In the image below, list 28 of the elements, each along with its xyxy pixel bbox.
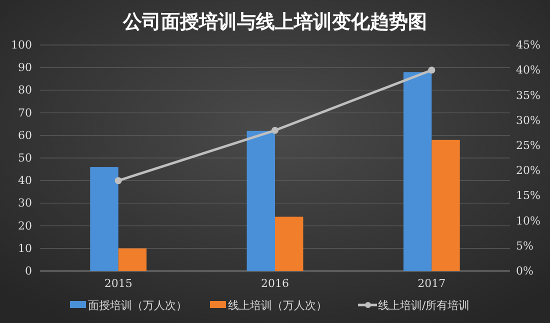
y-tick-label: 50 [18, 152, 32, 165]
chart-title: 公司面授培训与线上培训变化趋势图 [122, 11, 427, 33]
x-tick-label: 2015 [104, 276, 132, 290]
y2-tick-label: 10% [516, 214, 540, 228]
legend-label: 面授培训（万人次） [88, 299, 187, 312]
y-tick-label: 20 [18, 219, 32, 232]
legend-label: 线上培训/所有培训 [378, 299, 470, 312]
y2-tick-label: 15% [516, 189, 540, 202]
x-tick-label: 2017 [418, 276, 446, 290]
y-tick-label: 90 [18, 61, 32, 74]
y-tick-label: 100 [11, 38, 32, 52]
y2-tick-label: 45% [516, 38, 540, 52]
y2-tick-label: 5% [516, 239, 534, 252]
y-tick-label: 10 [18, 242, 32, 255]
y2-tick-label: 35% [516, 88, 540, 102]
y-tick-label: 30 [18, 196, 32, 210]
y2-tick-label: 0% [516, 264, 534, 278]
legend-label: 线上培训（万人次） [228, 299, 327, 312]
y2-tick-label: 25% [516, 138, 540, 152]
y-tick-label: 0 [25, 264, 32, 278]
y2-tick-label: 40% [516, 64, 540, 77]
y-tick-label: 60 [18, 128, 32, 142]
y2-tick-label: 20% [516, 164, 540, 178]
y2-tick-label: 30% [516, 114, 540, 127]
y-tick-label: 40 [18, 174, 32, 188]
x-tick-label: 2016 [261, 276, 289, 290]
y-tick-label: 70 [18, 106, 32, 120]
y-tick-label: 80 [18, 84, 32, 97]
